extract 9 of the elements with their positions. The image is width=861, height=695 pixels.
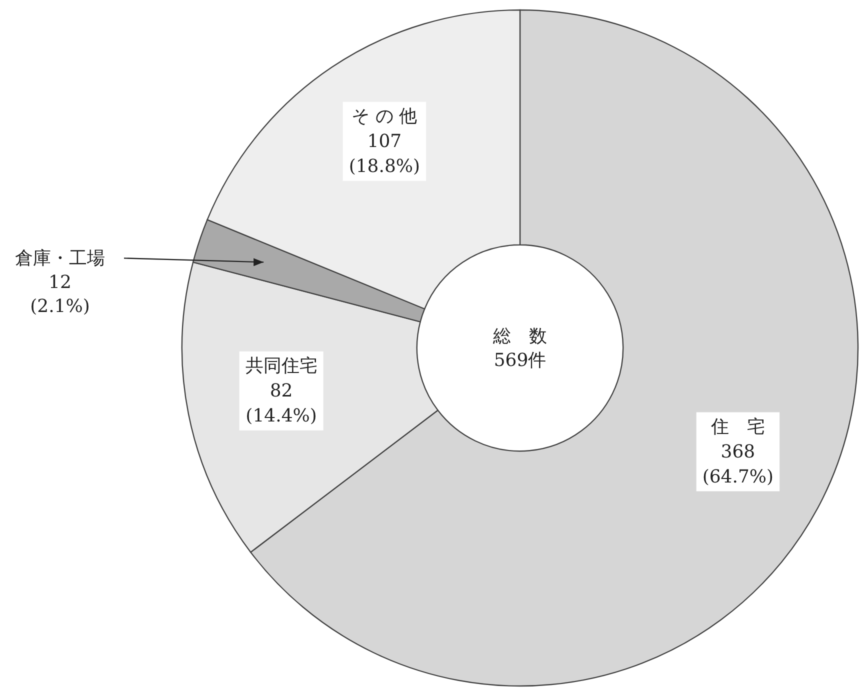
data-label: 368 (64.7%): [702, 441, 774, 488]
slice-label: 住 宅: [710, 416, 765, 438]
data-label: 107 (18.8%): [348, 130, 420, 177]
text: 総 数 569件: [492, 326, 547, 371]
slice-label: 共同住宅: [245, 355, 318, 376]
data-label: 12 (2.1%): [30, 272, 90, 318]
data-label: 82 (14.4%): [246, 380, 317, 426]
slice-label: 倉庫・工場: [15, 248, 105, 270]
slice-label: そ の 他: [352, 106, 418, 127]
